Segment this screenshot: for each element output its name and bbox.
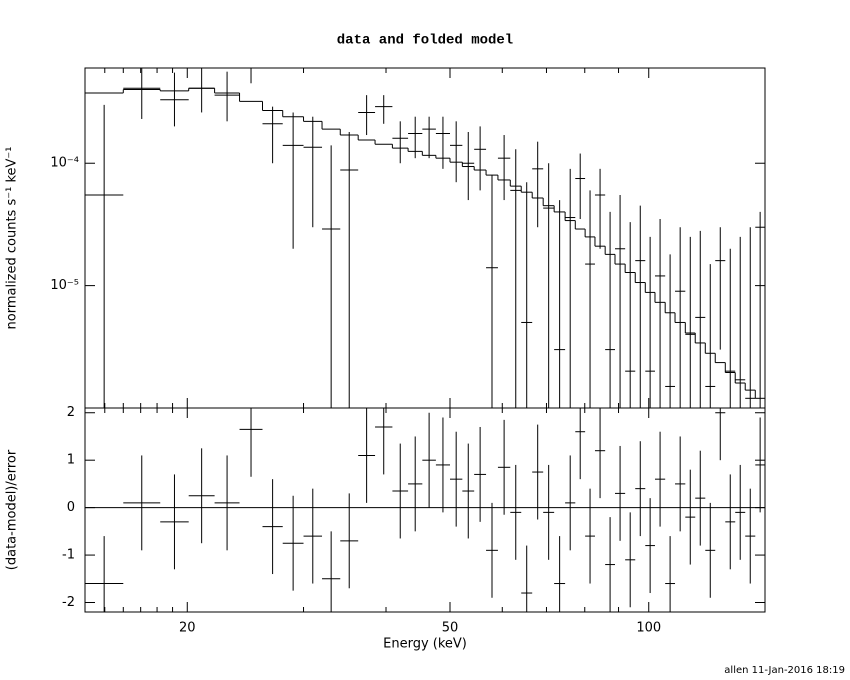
- y-tick-label: -2: [62, 595, 75, 610]
- y-tick-label: 0: [67, 500, 75, 515]
- x-tick-label: 100: [636, 621, 661, 636]
- residual-area: [85, 408, 765, 612]
- y-tick-label: -1: [62, 548, 75, 563]
- bottom-frame: [84, 407, 766, 613]
- footer: allen 11-Jan-2016 18:19: [724, 665, 845, 676]
- y-tick-label: 10⁻⁵: [50, 278, 79, 293]
- top-frame: [84, 67, 766, 409]
- y-axis-label: (data-model)/error: [5, 449, 20, 570]
- y-tick-label: 10⁻⁴: [50, 156, 79, 171]
- spectrum-area: [85, 68, 765, 408]
- y-tick-label: 1: [67, 453, 75, 468]
- y-tick-label: 2: [67, 405, 75, 420]
- x-tick-label: 20: [179, 621, 196, 636]
- chart-title: data and folded model: [337, 33, 513, 49]
- x-axis-label: Energy (keV): [383, 637, 467, 652]
- x-tick-label: 50: [442, 621, 459, 636]
- y-axis-label: normalized counts s⁻¹ keV⁻¹: [5, 147, 20, 330]
- axes: 10⁻⁴ 10⁻⁵ -2 -1 0 1 2 20 50 100: [50, 68, 765, 636]
